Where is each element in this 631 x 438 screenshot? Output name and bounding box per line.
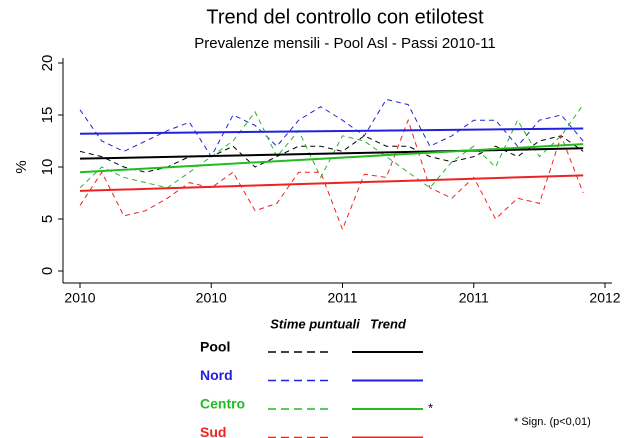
series-line — [79, 104, 584, 189]
x-tick-label: 2010 — [196, 290, 227, 306]
x-tick-label: 2011 — [459, 290, 489, 306]
trend-line — [79, 174, 584, 192]
x-tick-label: 2012 — [589, 290, 620, 306]
series-line — [79, 135, 584, 173]
y-tick-label: 10 — [39, 159, 56, 176]
chart-subtitle: Prevalenze mensili - Pool Asl - Passi 20… — [194, 35, 496, 52]
y-axis-label: % — [13, 160, 30, 173]
legend-header: Trend — [370, 316, 407, 331]
y-tick-label: 20 — [39, 55, 56, 72]
legend-label: Sud — [200, 424, 226, 438]
y-tick-label: 5 — [39, 215, 56, 223]
trend-line — [79, 127, 584, 135]
trend-line — [79, 143, 584, 174]
y-tick-label: 15 — [39, 107, 56, 124]
trend-line — [79, 147, 584, 160]
series-line — [79, 98, 584, 158]
series-line — [79, 118, 584, 231]
legend-label: Pool — [200, 339, 230, 355]
y-tick-label: 0 — [39, 267, 56, 275]
x-tick-label: 2011 — [327, 290, 357, 306]
chart-title: Trend del controllo con etilotest — [206, 6, 484, 28]
legend-header: Stime puntuali — [270, 316, 360, 331]
x-tick-label: 2010 — [64, 290, 95, 306]
legend-label: Nord — [200, 367, 233, 383]
footnote: * Sign. (p<0,01) — [514, 416, 591, 428]
legend-mark: * — [428, 400, 433, 415]
legend-label: Centro — [200, 396, 245, 412]
